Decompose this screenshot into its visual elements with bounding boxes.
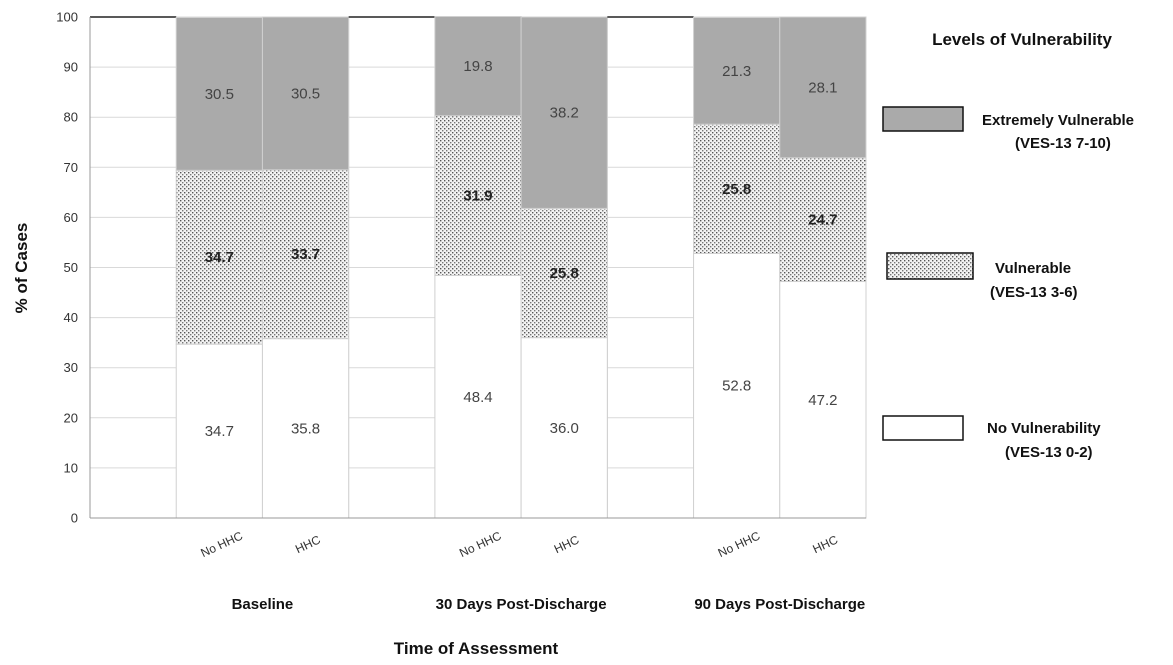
data-label: 34.7 bbox=[205, 423, 234, 440]
legend: Levels of Vulnerability Extremely Vulner… bbox=[882, 30, 1134, 461]
bar-segment bbox=[175, 343, 263, 519]
group-label: Baseline bbox=[232, 596, 294, 613]
bars: 34.7 34.7 30.5 35.8 33.7 30.5 48.4 31.9 19.8 36.0… bbox=[90, 15, 867, 519]
y-tick-label: 20 bbox=[64, 410, 78, 425]
x-axis-title: Time of Assessment bbox=[394, 639, 559, 658]
category-label: HHC bbox=[810, 532, 840, 556]
legend-swatch-vulnerable bbox=[886, 252, 974, 280]
y-tick-label: 80 bbox=[64, 110, 78, 125]
legend-label-extremely-vulnerable: Extremely Vulnerable bbox=[982, 112, 1134, 129]
bar-segment bbox=[693, 123, 781, 254]
legend-swatch-no-vulnerability bbox=[882, 415, 964, 441]
bar-segment bbox=[434, 275, 522, 519]
category-label: No HHC bbox=[198, 528, 245, 560]
bar-segment bbox=[261, 16, 350, 171]
bar-segment bbox=[520, 16, 608, 209]
bar-segment bbox=[175, 17, 263, 171]
axes bbox=[89, 17, 866, 519]
y-tick-label: 40 bbox=[64, 310, 78, 325]
data-label: 30.5 bbox=[205, 86, 234, 103]
data-label: 31.9 bbox=[463, 188, 492, 205]
y-tick-label: 90 bbox=[64, 60, 78, 75]
data-label: 35.8 bbox=[291, 420, 320, 437]
bar-segment bbox=[779, 16, 867, 159]
y-tick-label: 60 bbox=[64, 210, 78, 225]
y-tick-label: 30 bbox=[64, 360, 78, 375]
bar-segment bbox=[779, 157, 867, 283]
data-label: 30.5 bbox=[291, 85, 320, 102]
data-label: 36.0 bbox=[550, 420, 579, 437]
data-label: 25.8 bbox=[722, 181, 751, 198]
legend-sublabel-no-vulnerability: (VES-13 0-2) bbox=[1005, 444, 1093, 461]
bar-segment bbox=[434, 15, 522, 117]
data-label: 19.8 bbox=[463, 58, 492, 75]
group-label: 90 Days Post-Discharge bbox=[694, 596, 865, 613]
bar-segment bbox=[693, 252, 781, 519]
legend-label-vulnerable: Vulnerable bbox=[995, 260, 1071, 277]
y-axis-title: % of Cases bbox=[12, 223, 31, 314]
legend-label-no-vulnerability: No Vulnerability bbox=[987, 420, 1101, 437]
data-label: 21.3 bbox=[722, 63, 751, 80]
legend-title: Levels of Vulnerability bbox=[932, 30, 1112, 49]
data-label: 28.1 bbox=[808, 79, 837, 96]
group-label: 30 Days Post-Discharge bbox=[436, 596, 607, 613]
bar-segment bbox=[779, 281, 867, 519]
y-tick-label: 50 bbox=[64, 260, 78, 275]
data-label: 25.8 bbox=[550, 265, 579, 282]
y-tick-labels: 0 10 20 30 40 50 60 70 80 90 100 bbox=[56, 10, 78, 526]
data-label: 34.7 bbox=[205, 249, 234, 266]
data-label: 24.7 bbox=[808, 212, 837, 229]
bar-segment bbox=[261, 169, 350, 340]
bar-segment bbox=[175, 169, 263, 345]
data-label: 47.2 bbox=[808, 392, 837, 409]
legend-sublabel-extremely-vulnerable: (VES-13 7-10) bbox=[1015, 135, 1111, 152]
data-label: 48.4 bbox=[463, 389, 492, 406]
y-tick-label: 100 bbox=[56, 10, 78, 25]
bar-segment bbox=[693, 17, 781, 125]
category-label: HHC bbox=[293, 532, 323, 556]
y-tick-label: 0 bbox=[71, 511, 78, 526]
bar-segment bbox=[434, 115, 522, 277]
bar-segment bbox=[520, 337, 608, 519]
legend-swatch-extremely-vulnerable bbox=[882, 106, 964, 132]
bar-segment bbox=[520, 207, 608, 339]
legend-sublabel-vulnerable: (VES-13 3-6) bbox=[990, 284, 1078, 301]
y-tick-label: 70 bbox=[64, 160, 78, 175]
y-tick-label: 10 bbox=[64, 460, 78, 475]
category-label: No HHC bbox=[716, 528, 763, 560]
group-labels: Baseline 30 Days Post-Discharge 90 Days Po… bbox=[232, 596, 866, 613]
data-label: 38.2 bbox=[550, 105, 579, 122]
category-labels: No HHC HHC No HHC HHC No HHC HHC bbox=[198, 528, 840, 560]
data-label: 52.8 bbox=[722, 378, 751, 395]
category-label: No HHC bbox=[457, 528, 504, 560]
data-label: 33.7 bbox=[291, 246, 320, 263]
category-label: HHC bbox=[552, 532, 582, 556]
